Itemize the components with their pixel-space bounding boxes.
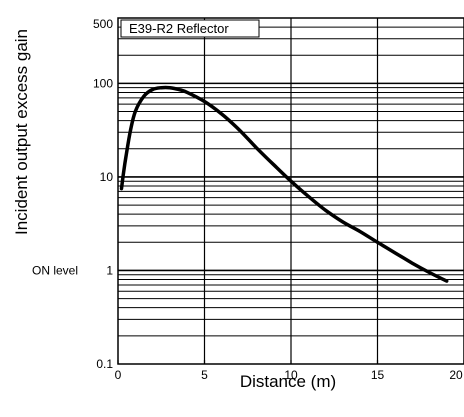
x-tick-label: 15 [371, 368, 385, 382]
x-tick-label: 5 [201, 368, 208, 382]
y-tick-label: 1 [106, 263, 113, 277]
y-tick-label: 10 [100, 170, 114, 184]
y-tick-label: 100 [93, 76, 113, 90]
series-line [119, 85, 449, 283]
x-tick-label: 0 [115, 368, 122, 382]
y-tick-label: 500 [93, 17, 113, 31]
annotations: ON level [32, 263, 78, 277]
chart-title: E39-R2 Reflector [129, 21, 229, 36]
x-tick-label: 20 [449, 368, 463, 382]
x-tick-label: 10 [284, 368, 298, 382]
y-axis-label: Incident output excess gain [12, 28, 31, 236]
title-box: E39-R2 Reflector [120, 19, 260, 38]
title-box-background [120, 19, 260, 38]
tick-labels: 0 5 10 15 20 0.1 1 10 100 500 [93, 17, 464, 382]
on-level-label: ON level [32, 263, 78, 277]
x-axis-label: Distance (m) [239, 372, 337, 391]
y-tick-label: 0.1 [96, 357, 113, 371]
grid [118, 17, 464, 364]
